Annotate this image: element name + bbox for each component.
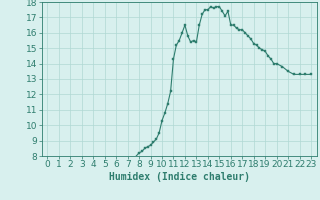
- X-axis label: Humidex (Indice chaleur): Humidex (Indice chaleur): [109, 172, 250, 182]
